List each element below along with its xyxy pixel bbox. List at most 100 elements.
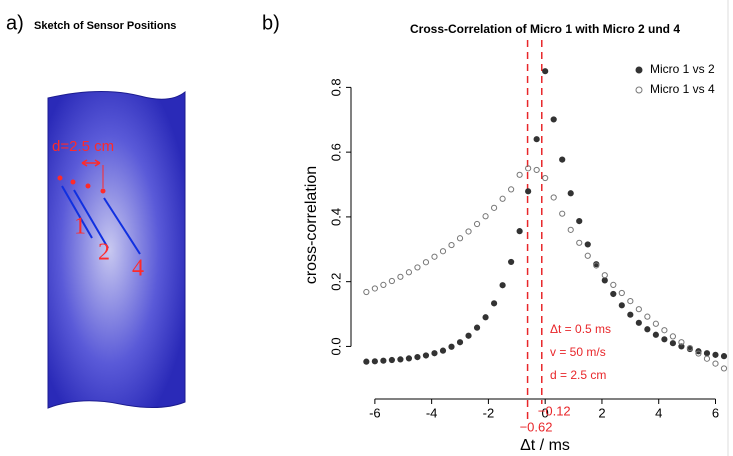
x-tick-label: -4	[426, 405, 438, 420]
panel-label: a)	[6, 12, 24, 34]
legend-label: Micro 1 vs 2	[650, 62, 715, 76]
x-tick-label: -6	[369, 405, 381, 420]
data-point	[661, 336, 668, 343]
y-tick-label: 0.6	[328, 143, 343, 161]
data-point	[388, 356, 395, 364]
data-point	[456, 339, 464, 346]
reference-label: −0.12	[538, 403, 571, 418]
data-point	[720, 365, 728, 372]
data-point	[473, 220, 481, 228]
data-point	[482, 213, 489, 220]
data-point	[508, 258, 515, 266]
data-point	[533, 166, 540, 174]
data-point	[371, 358, 378, 365]
data-point	[567, 226, 574, 233]
data-point	[363, 288, 370, 296]
data-point	[550, 116, 557, 123]
data-point	[635, 319, 642, 326]
legend-marker	[635, 86, 643, 94]
annotation: d = 2.5 cm	[550, 368, 606, 382]
data-point	[508, 186, 515, 193]
annotation: v = 50 m/s	[550, 345, 606, 359]
data-point	[533, 136, 540, 143]
data-point	[627, 297, 634, 305]
data-point	[550, 194, 557, 201]
sensor-dots	[57, 175, 106, 194]
data-point	[720, 353, 728, 360]
data-point	[380, 357, 387, 364]
data-point	[584, 241, 591, 248]
data-point	[567, 190, 574, 197]
annotation: Δt = 0.5 ms	[550, 322, 611, 336]
y-tick-label: 0.4	[328, 208, 343, 226]
x-axis-label: Δt / ms	[520, 437, 570, 454]
data-point	[414, 264, 421, 271]
x-tick-label: 0	[542, 405, 549, 420]
data-point	[703, 350, 711, 357]
data-point	[542, 174, 549, 182]
data-point	[371, 285, 378, 292]
data-point	[422, 352, 430, 359]
data-point	[669, 333, 677, 340]
data-point	[661, 327, 668, 334]
y-tick-label: 0.0	[328, 337, 343, 355]
data-point	[490, 204, 498, 211]
legend-label: Micro 1 vs 4	[650, 82, 715, 96]
sensor-label: 2	[98, 240, 110, 266]
data-point	[465, 332, 472, 339]
sensor-label: 1	[74, 214, 86, 240]
data-point	[448, 343, 455, 350]
data-point	[499, 282, 506, 289]
data-point	[576, 218, 583, 225]
data-point	[678, 339, 685, 346]
data-point	[712, 360, 719, 367]
panel-label: b)	[262, 12, 280, 34]
data-point	[618, 302, 625, 309]
data-point	[397, 273, 404, 280]
sensor-label: 4	[132, 256, 144, 282]
data-point	[473, 324, 481, 331]
data-point	[388, 277, 395, 285]
data-point	[584, 252, 591, 259]
data-point	[618, 289, 625, 297]
data-point	[669, 340, 677, 347]
data-point	[397, 356, 404, 363]
reference-label: −0.62	[520, 419, 553, 434]
y-tick-label: 0.8	[328, 78, 343, 96]
y-tick-label: 0.2	[328, 273, 343, 291]
legend-marker	[635, 66, 643, 74]
data-point	[678, 343, 685, 350]
data-point	[465, 228, 472, 235]
data-point	[644, 326, 651, 333]
y-axis-label: cross-correlation	[303, 166, 320, 284]
data-point	[414, 354, 421, 361]
x-tick-label: 6	[712, 405, 719, 420]
data-point	[499, 195, 506, 202]
sensor-wires	[61, 185, 141, 255]
data-point	[703, 355, 711, 362]
data-point	[405, 355, 413, 362]
data-point	[686, 344, 694, 352]
data-point	[593, 262, 600, 269]
data-point	[482, 314, 489, 321]
data-point	[601, 272, 608, 279]
data-point	[422, 259, 430, 266]
data-point	[431, 350, 438, 357]
data-point	[652, 331, 659, 338]
data-point	[610, 290, 617, 298]
data-point	[516, 228, 523, 235]
data-point	[610, 281, 617, 289]
cylinder	[47, 90, 186, 409]
distance-label: d=2.5 cm	[52, 138, 114, 155]
data-point	[363, 358, 370, 365]
data-point	[380, 281, 387, 289]
data-point	[644, 313, 651, 320]
data-point	[627, 311, 634, 318]
data-point	[439, 347, 447, 354]
distance-arrow	[81, 159, 101, 167]
data-point	[405, 269, 413, 276]
x-tick-label: 2	[598, 405, 605, 420]
data-point	[431, 253, 438, 260]
